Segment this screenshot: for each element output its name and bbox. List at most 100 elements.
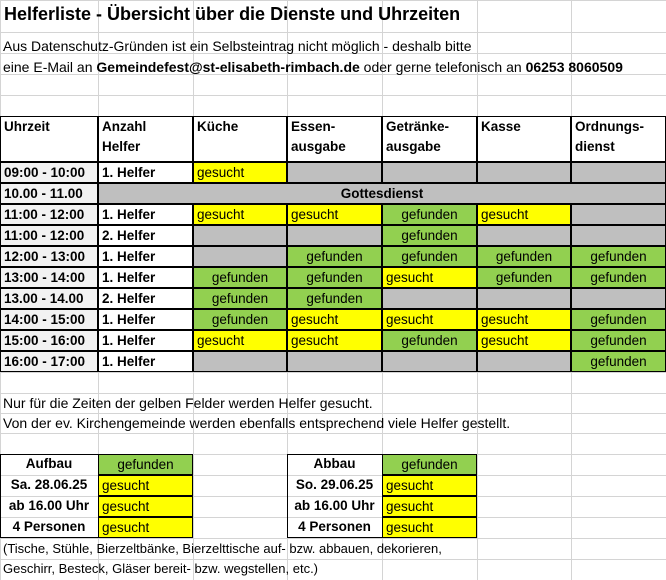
intro-line-1[interactable]: Aus Datenschutz-Gründen ist ein Selbstei… [3,38,472,54]
header-getraenke[interactable]: Getränke-ausgabe [382,116,477,162]
header-getraenke-line-2: ausgabe [386,139,441,154]
header-kueche[interactable]: Küche [193,116,287,162]
blocked-cell[interactable] [571,204,666,225]
status-gefunden-cell[interactable]: gefunden [193,309,287,330]
abbau-label[interactable]: 4 Personen [298,519,371,534]
helper-cell[interactable]: 1. Helfer [98,351,193,372]
status-gesucht-cell[interactable]: gesucht [477,330,571,351]
status-gefunden-cell[interactable]: gefunden [571,330,666,351]
status-gesucht-cell[interactable]: gesucht [193,204,287,225]
blocked-cell[interactable] [477,162,571,183]
blocked-cell[interactable] [382,162,477,183]
status-gefunden-cell[interactable]: gefunden [477,267,571,288]
note-line-2[interactable]: Von der ev. Kirchengemeinde werden ebenf… [3,415,511,431]
status-gesucht-cell[interactable]: gesucht [477,309,571,330]
blocked-cell[interactable] [477,288,571,309]
status-gefunden-cell[interactable]: gefunden [193,267,287,288]
blocked-cell[interactable] [571,225,666,246]
blocked-cell[interactable] [287,351,382,372]
aufbau-status-gesucht[interactable]: gesucht [98,475,193,496]
helper-cell[interactable]: 1. Helfer [98,267,193,288]
blocked-cell[interactable] [571,288,666,309]
gridline-h [0,372,666,373]
status-gefunden-cell[interactable]: gefunden [382,204,477,225]
blocked-cell[interactable] [287,225,382,246]
time-cell[interactable]: 13:00 - 14:00 [0,267,98,288]
time-cell[interactable]: 14:00 - 15:00 [0,309,98,330]
time-cell[interactable]: 09:00 - 10:00 [0,162,98,183]
blocked-cell[interactable] [193,351,287,372]
aufbau-label[interactable]: Sa. 28.06.25 [10,477,88,492]
time-cell[interactable]: 11:00 - 12:00 [0,204,98,225]
status-gefunden-cell[interactable]: gefunden [287,267,382,288]
time-cell[interactable]: 15:00 - 16:00 [0,330,98,351]
time-cell[interactable]: 13.00 - 14.00 [0,288,98,309]
time-cell[interactable]: 11:00 - 12:00 [0,225,98,246]
note-line-1[interactable]: Nur für die Zeiten der gelben Felder wer… [3,395,373,411]
page-title[interactable]: Helferliste - Übersicht über die Dienste… [4,4,461,24]
status-gefunden-cell[interactable]: gefunden [382,246,477,267]
blocked-cell[interactable] [477,225,571,246]
helper-cell[interactable]: 2. Helfer [98,225,193,246]
gottesdienst-cell[interactable]: Gottesdienst [98,183,666,204]
blocked-cell[interactable] [571,162,666,183]
email-address[interactable]: Gemeindefest@st-elisabeth-rimbach.de [96,59,360,75]
footer-line-1[interactable]: (Tische, Stühle, Bierzeltbänke, Bierzelt… [3,541,442,556]
blocked-cell[interactable] [193,225,287,246]
abbau-label[interactable]: ab 16.00 Uhr [294,498,375,513]
status-gefunden-cell[interactable]: gefunden [477,246,571,267]
aufbau-status-gesucht[interactable]: gesucht [98,496,193,517]
time-cell[interactable]: 10.00 - 11.00 [0,183,98,204]
status-gesucht-cell[interactable]: gesucht [287,330,382,351]
helper-cell[interactable]: 1. Helfer [98,204,193,225]
helper-cell[interactable]: 1. Helfer [98,162,193,183]
abbau-label[interactable]: Abbau [313,456,356,471]
status-gefunden-cell[interactable]: gefunden [571,246,666,267]
status-gesucht-cell[interactable]: gesucht [287,204,382,225]
blocked-cell[interactable] [477,351,571,372]
status-gefunden-cell[interactable]: gefunden [571,267,666,288]
header-anzahl[interactable]: Anzahl Helfer [98,116,193,162]
aufbau-label[interactable]: 4 Personen [12,519,86,534]
aufbau-label[interactable]: Aufbau [25,456,73,471]
helper-cell[interactable]: 1. Helfer [98,330,193,351]
abbau-label[interactable]: So. 29.06.25 [295,477,374,492]
time-cell[interactable]: 12:00 - 13:00 [0,246,98,267]
status-gefunden-cell[interactable]: gefunden [571,309,666,330]
phone-number[interactable]: 06253 8060509 [525,59,623,75]
status-gesucht-cell[interactable]: gesucht [193,162,287,183]
footer-line-2[interactable]: Geschirr, Besteck, Gläser bereit- bzw. w… [3,561,319,576]
status-gefunden-cell[interactable]: gefunden [287,288,382,309]
intro-line-2[interactable]: eine E-Mail an Gemeindefest@st-elisabeth… [0,57,623,77]
abbau-status-gesucht[interactable]: gesucht [382,496,477,517]
header-essen[interactable]: Essen-ausgabe [287,116,382,162]
abbau-status-gefunden[interactable]: gefunden [382,454,477,475]
aufbau-status-gesucht[interactable]: gesucht [98,517,193,538]
status-gefunden-cell[interactable]: gefunden [382,225,477,246]
time-cell[interactable]: 16:00 - 17:00 [0,351,98,372]
helper-cell[interactable]: 2. Helfer [98,288,193,309]
aufbau-label[interactable]: ab 16.00 Uhr [8,498,90,513]
blocked-cell[interactable] [382,351,477,372]
status-gesucht-cell[interactable]: gesucht [382,309,477,330]
helper-cell[interactable]: 1. Helfer [98,309,193,330]
status-gesucht-cell[interactable]: gesucht [477,204,571,225]
blocked-cell[interactable] [287,162,382,183]
abbau-status-gesucht[interactable]: gesucht [382,517,477,538]
status-gefunden-cell[interactable]: gefunden [287,246,382,267]
header-kasse[interactable]: Kasse [477,116,571,162]
helper-cell[interactable]: 1. Helfer [98,246,193,267]
status-gefunden-cell[interactable]: gefunden [382,330,477,351]
status-gesucht-cell[interactable]: gesucht [382,267,477,288]
abbau-status-gesucht[interactable]: gesucht [382,475,477,496]
status-gesucht-cell[interactable]: gesucht [287,309,382,330]
blocked-cell[interactable] [382,288,477,309]
gridline-h [0,0,666,1]
status-gefunden-cell[interactable]: gefunden [571,351,666,372]
header-uhrzeit[interactable]: Uhrzeit [0,116,98,162]
blocked-cell[interactable] [193,246,287,267]
status-gefunden-cell[interactable]: gefunden [193,288,287,309]
header-ordnung[interactable]: Ordnungs-dienst [571,116,666,162]
aufbau-status-gefunden[interactable]: gefunden [98,454,193,475]
status-gesucht-cell[interactable]: gesucht [193,330,287,351]
